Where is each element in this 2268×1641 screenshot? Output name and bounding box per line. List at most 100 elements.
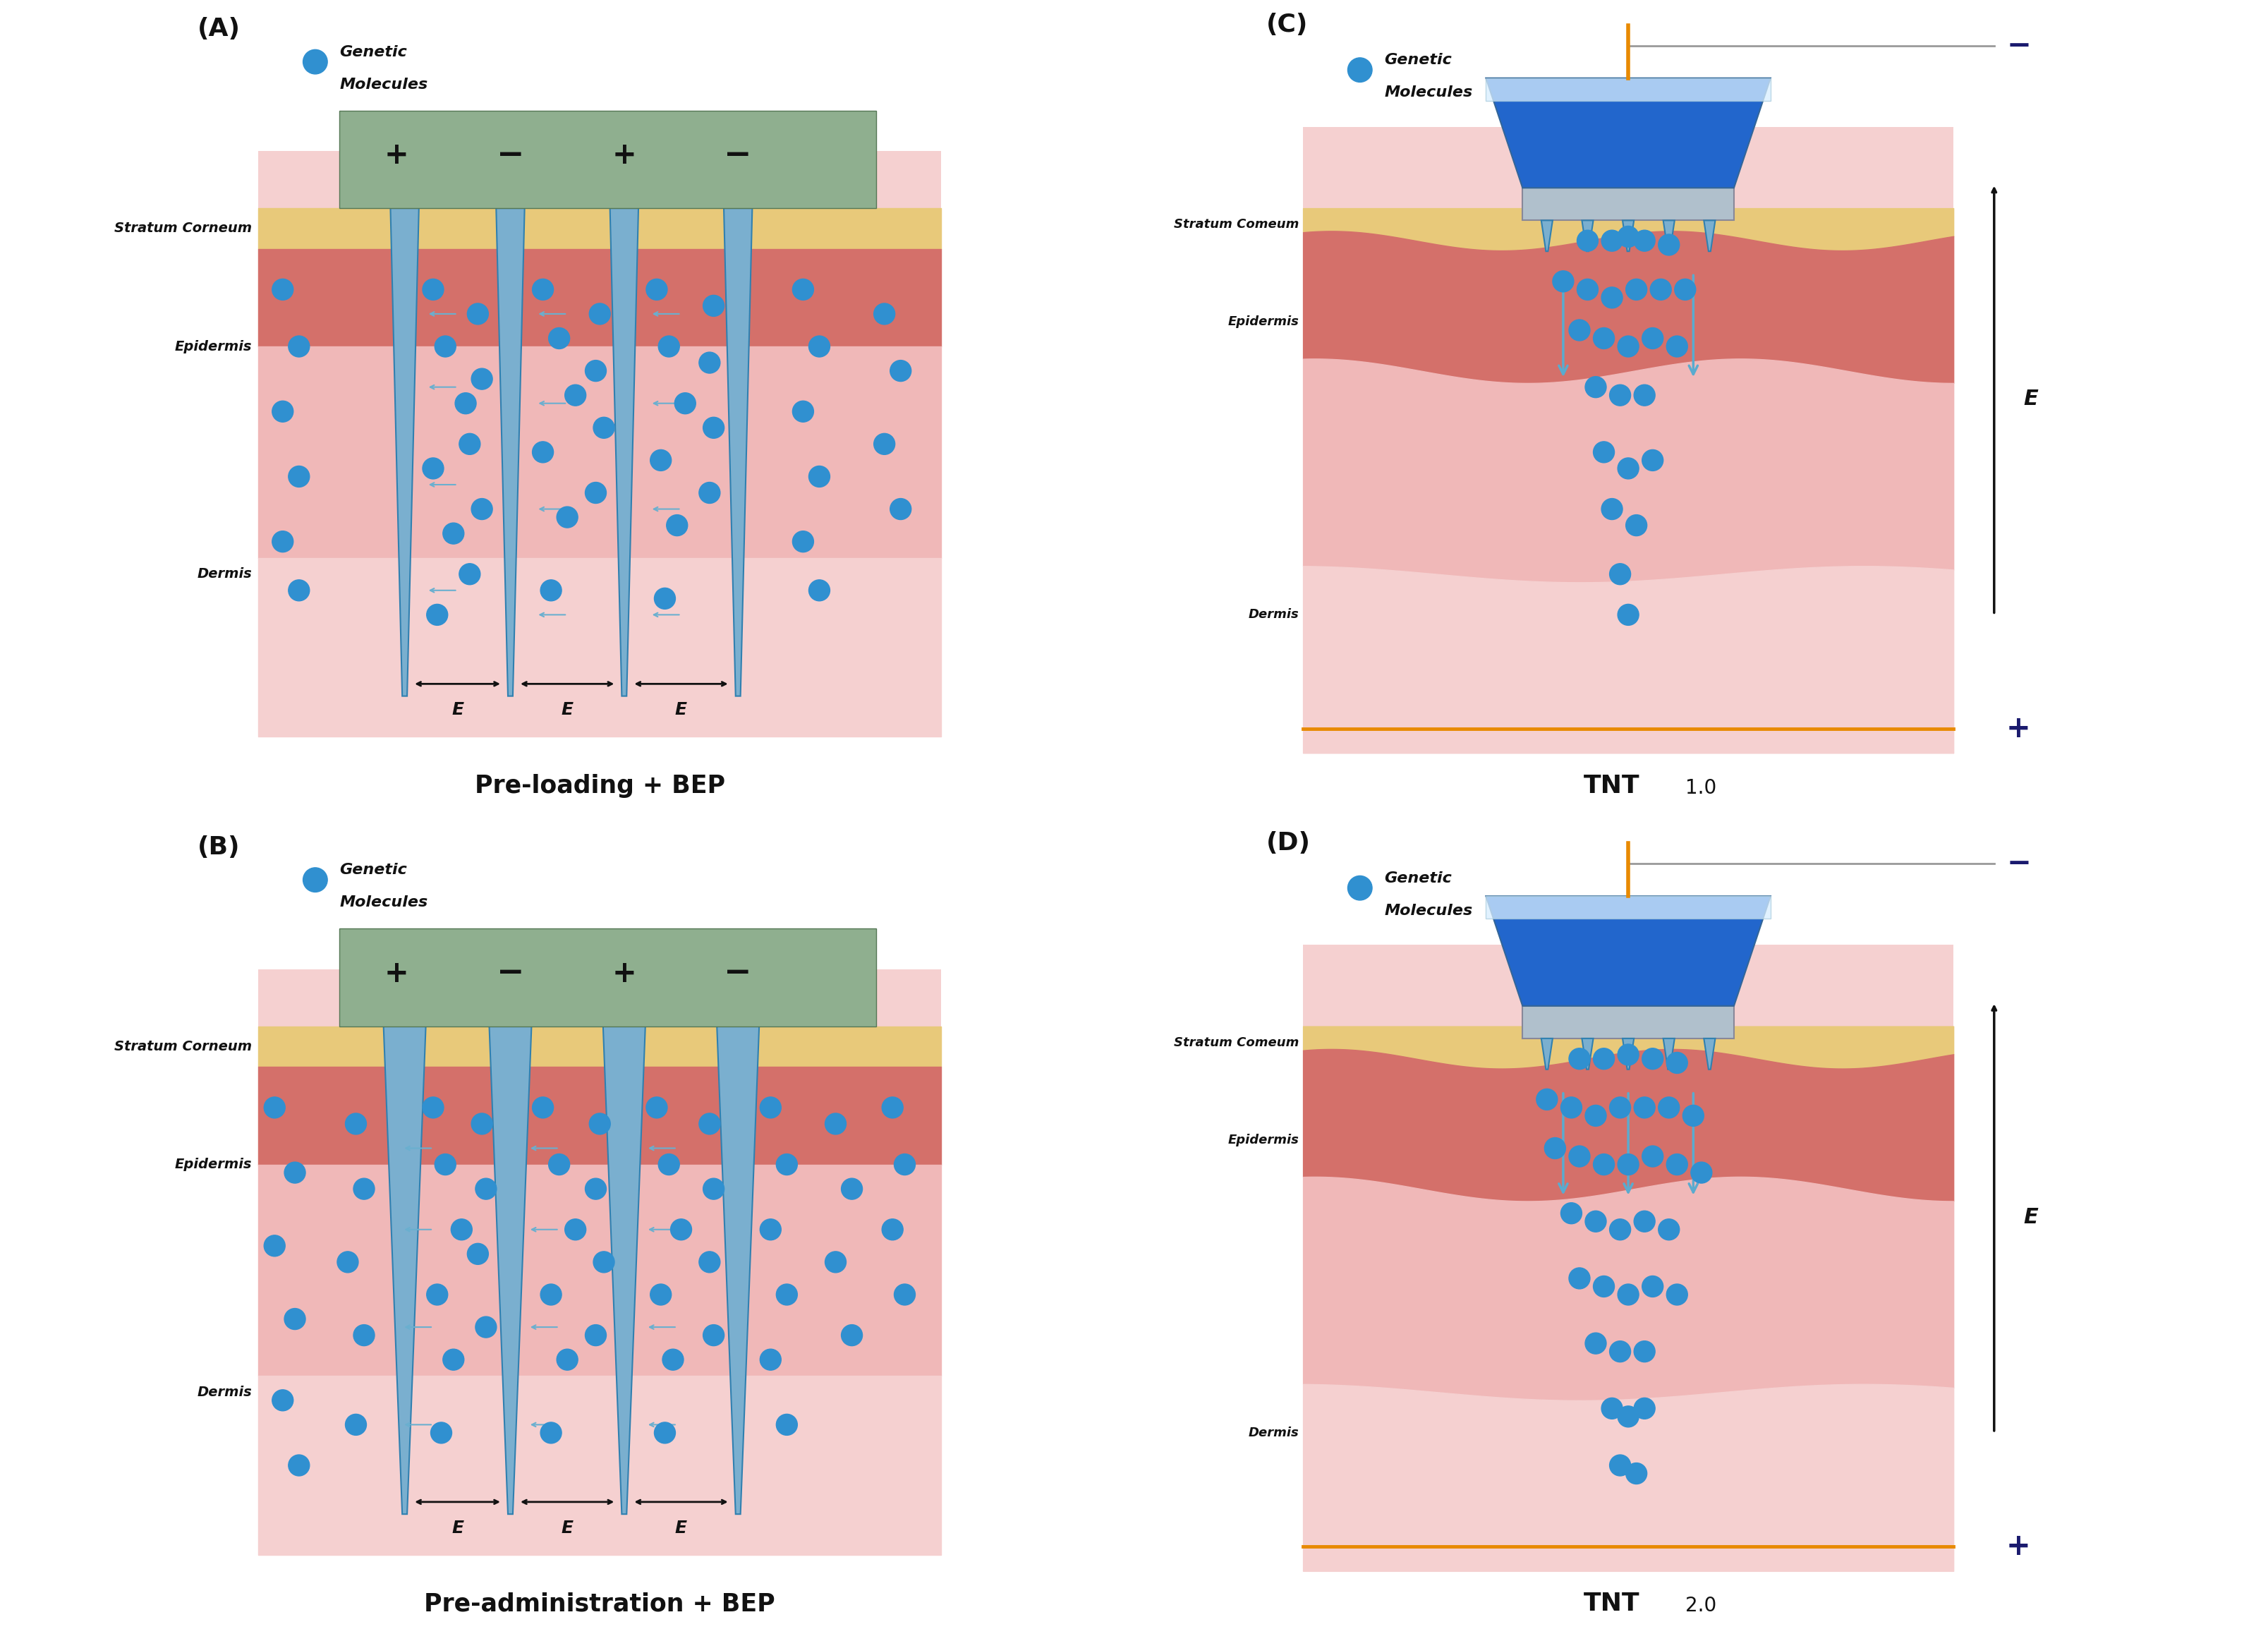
Circle shape	[1626, 279, 1647, 300]
Circle shape	[1569, 1145, 1590, 1167]
Circle shape	[1608, 384, 1631, 405]
Circle shape	[1608, 1219, 1631, 1241]
Circle shape	[873, 304, 894, 325]
Circle shape	[451, 1219, 472, 1241]
Circle shape	[472, 499, 492, 520]
Circle shape	[760, 1096, 780, 1118]
Circle shape	[1626, 1462, 1647, 1483]
Circle shape	[1551, 271, 1574, 292]
Text: Pre-loading + BEP: Pre-loading + BEP	[474, 775, 726, 798]
Circle shape	[288, 336, 308, 358]
FancyBboxPatch shape	[340, 110, 875, 208]
Polygon shape	[1486, 79, 1769, 187]
FancyBboxPatch shape	[259, 970, 941, 1554]
Polygon shape	[1703, 220, 1715, 251]
Text: Epidermis: Epidermis	[175, 340, 252, 353]
Circle shape	[533, 279, 553, 300]
Text: Genetic: Genetic	[340, 44, 408, 59]
Circle shape	[354, 1178, 374, 1200]
Text: −: −	[497, 957, 524, 990]
Circle shape	[658, 1154, 680, 1175]
Circle shape	[1617, 1044, 1637, 1065]
Circle shape	[1667, 1154, 1687, 1175]
Circle shape	[585, 361, 606, 381]
Text: +: +	[383, 141, 408, 171]
Circle shape	[1626, 515, 1647, 537]
FancyBboxPatch shape	[340, 929, 875, 1026]
Circle shape	[674, 392, 696, 414]
Circle shape	[422, 1096, 445, 1118]
Text: Genetic: Genetic	[340, 863, 408, 878]
Circle shape	[590, 1113, 610, 1134]
Polygon shape	[497, 208, 524, 696]
Circle shape	[667, 515, 687, 537]
Circle shape	[456, 392, 476, 414]
Circle shape	[658, 336, 680, 358]
Circle shape	[792, 532, 814, 551]
Circle shape	[263, 1096, 286, 1118]
Text: Stratum Corneum: Stratum Corneum	[113, 1040, 252, 1054]
Circle shape	[594, 417, 615, 438]
Polygon shape	[490, 1026, 531, 1515]
Circle shape	[1535, 1090, 1558, 1109]
Circle shape	[556, 1349, 578, 1370]
Circle shape	[826, 1252, 846, 1273]
Circle shape	[1347, 876, 1372, 901]
Circle shape	[646, 279, 667, 300]
Circle shape	[703, 295, 723, 317]
Circle shape	[807, 336, 830, 358]
Circle shape	[662, 1349, 683, 1370]
Polygon shape	[1486, 896, 1769, 1006]
Circle shape	[1642, 328, 1662, 350]
Circle shape	[1633, 230, 1656, 251]
Circle shape	[1601, 230, 1622, 251]
Circle shape	[1642, 1145, 1662, 1167]
FancyBboxPatch shape	[259, 151, 941, 737]
Text: −: −	[723, 139, 751, 171]
Text: +: +	[2005, 1531, 2030, 1562]
Circle shape	[776, 1154, 796, 1175]
Polygon shape	[1622, 220, 1633, 251]
Circle shape	[1617, 226, 1637, 248]
Circle shape	[703, 1324, 723, 1346]
Text: E: E	[2023, 1208, 2037, 1227]
Circle shape	[1642, 450, 1662, 471]
Circle shape	[1642, 1275, 1662, 1296]
Circle shape	[1683, 1104, 1703, 1126]
Circle shape	[1569, 1049, 1590, 1070]
Circle shape	[565, 1219, 585, 1241]
Circle shape	[272, 279, 293, 300]
Circle shape	[338, 1252, 358, 1273]
Circle shape	[458, 433, 481, 455]
Circle shape	[1592, 441, 1615, 463]
Text: TNT: TNT	[1583, 775, 1640, 798]
Circle shape	[1633, 384, 1656, 405]
Circle shape	[703, 417, 723, 438]
Text: (A): (A)	[197, 16, 240, 41]
Circle shape	[585, 1324, 606, 1346]
Circle shape	[873, 433, 894, 455]
Circle shape	[1658, 235, 1678, 256]
Circle shape	[1633, 1398, 1656, 1419]
Circle shape	[841, 1178, 862, 1200]
Text: TNT: TNT	[1583, 1592, 1640, 1616]
Circle shape	[435, 1154, 456, 1175]
Text: Pre-administration + BEP: Pre-administration + BEP	[424, 1592, 776, 1616]
Circle shape	[776, 1415, 796, 1436]
Circle shape	[272, 532, 293, 551]
Circle shape	[1608, 1456, 1631, 1475]
Circle shape	[458, 563, 481, 584]
Polygon shape	[1540, 1039, 1551, 1070]
Text: E: E	[560, 701, 574, 719]
Polygon shape	[610, 208, 637, 696]
Circle shape	[1667, 336, 1687, 358]
Circle shape	[533, 1096, 553, 1118]
Circle shape	[556, 507, 578, 528]
Circle shape	[272, 1390, 293, 1411]
Circle shape	[288, 466, 308, 487]
Polygon shape	[390, 208, 420, 696]
Text: E: E	[2023, 389, 2037, 410]
Circle shape	[1601, 499, 1622, 520]
Circle shape	[1608, 1096, 1631, 1118]
Text: Molecules: Molecules	[340, 77, 429, 92]
